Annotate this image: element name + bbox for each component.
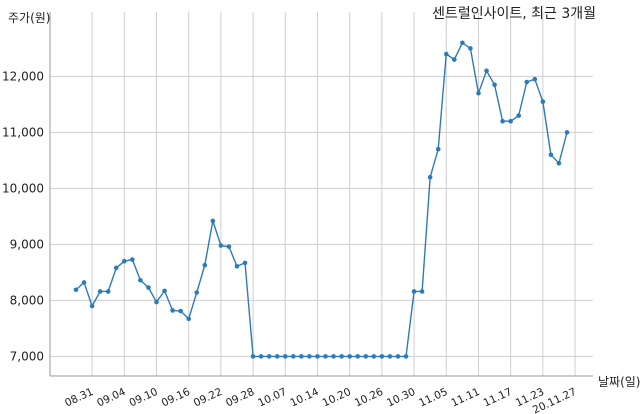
data-point (395, 354, 401, 359)
data-point (89, 303, 95, 309)
data-point (250, 354, 256, 359)
data-point (242, 260, 248, 266)
data-point (162, 288, 167, 294)
y-tick-label: 11,000 (2, 125, 44, 139)
data-point (427, 174, 433, 180)
data-point (387, 354, 393, 359)
data-point (524, 79, 530, 85)
data-point (73, 287, 79, 293)
chart-title: 센트럴인사이트, 최근 3개월 (432, 6, 596, 22)
data-point (452, 57, 457, 62)
data-point (97, 289, 103, 294)
data-point (564, 130, 570, 135)
y-tick-label: 12,000 (2, 69, 44, 83)
data-point (347, 354, 352, 359)
data-point (146, 285, 151, 290)
data-point (548, 152, 554, 158)
data-point (323, 354, 328, 359)
data-point (371, 354, 377, 359)
data-point (266, 354, 272, 359)
data-point (403, 354, 409, 359)
data-point (105, 289, 111, 294)
data-point (154, 299, 159, 305)
data-point (331, 354, 336, 359)
data-point (226, 244, 232, 249)
x-tick-label: 09.10 (127, 386, 159, 410)
data-point (484, 68, 489, 74)
data-point (468, 46, 473, 51)
data-point (500, 118, 505, 124)
data-point (460, 40, 465, 46)
data-point (170, 308, 175, 313)
data-point (113, 265, 119, 271)
y-tick-label: 8,000 (10, 293, 44, 307)
data-point (355, 354, 361, 359)
data-point (218, 243, 224, 248)
y-tick-label: 10,000 (2, 181, 44, 195)
data-point (81, 280, 87, 285)
data-point (282, 354, 288, 359)
series-line (75, 42, 568, 358)
data-point (178, 308, 183, 314)
data-point (492, 82, 497, 88)
y-axis-label: 주가(원) (8, 11, 50, 25)
data-point (186, 316, 191, 322)
axes (49, 12, 593, 377)
data-point (508, 118, 513, 124)
x-tick-label: 09.22 (192, 386, 224, 410)
data-point (130, 257, 135, 262)
data-point (411, 289, 417, 294)
data-point (532, 76, 538, 82)
data-point (258, 354, 264, 359)
x-tick-labels: 08.31 09.04 09.10 09.16 09.22 09.28 10.07 10.14… (63, 386, 578, 414)
x-axis-label: 날짜(일) (598, 375, 640, 389)
data-point (210, 218, 216, 224)
gridlines (50, 12, 593, 376)
y-tick-label: 9,000 (10, 237, 44, 251)
x-tick-label: 10.14 (288, 386, 321, 410)
data-point (138, 277, 143, 283)
data-point (419, 289, 425, 294)
y-tick-label: 7,000 (10, 349, 44, 363)
x-tick-label: 08.31 (63, 386, 95, 410)
y-tick-labels: 7,000 8,000 9,000 10,000 11,000 12,000 (2, 69, 44, 363)
series-line-layer (75, 42, 568, 358)
x-tick-label: 11.17 (482, 386, 514, 410)
data-point (315, 354, 320, 359)
x-tick-label: 10.07 (256, 386, 288, 410)
x-tick-label: 11.05 (417, 386, 449, 410)
data-point (274, 354, 280, 359)
data-point (443, 51, 449, 57)
data-point (435, 146, 441, 152)
x-tick-label: 09.04 (95, 386, 128, 410)
x-tick-label: 10.26 (353, 386, 386, 410)
data-point (291, 354, 296, 359)
data-point (540, 99, 546, 104)
data-point (194, 290, 200, 295)
data-point (202, 262, 208, 268)
data-point (379, 354, 385, 359)
data-point (516, 113, 522, 118)
x-tick-label: 10.20 (321, 386, 353, 410)
data-point (339, 354, 344, 359)
data-points (73, 40, 570, 359)
x-tick-label: 09.16 (160, 386, 193, 410)
x-tick-label: 10.30 (385, 386, 417, 410)
data-point (307, 354, 312, 359)
data-point (121, 258, 127, 264)
data-point (556, 160, 562, 166)
data-point (234, 263, 240, 269)
x-tick-label: 11.11 (449, 386, 481, 410)
data-point (363, 354, 369, 359)
data-point (299, 354, 304, 359)
x-tick-label: 09.28 (224, 386, 256, 410)
data-point (476, 90, 481, 96)
